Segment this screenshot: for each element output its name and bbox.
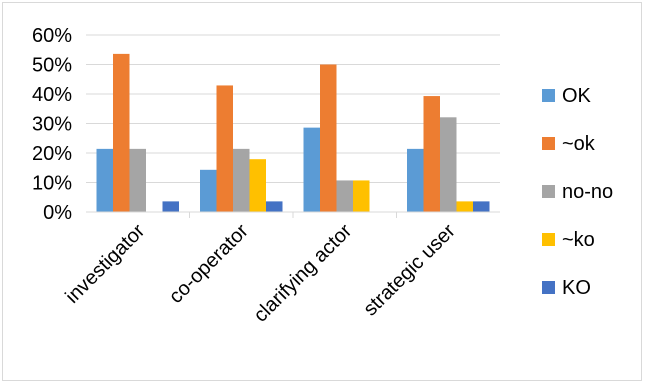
bar-ko-2 xyxy=(353,180,370,212)
bar-OK-0 xyxy=(96,148,113,212)
bar-ok-2 xyxy=(320,64,337,212)
x-category-label: strategic user xyxy=(359,220,460,321)
y-tick-label: 40% xyxy=(32,84,72,106)
y-tick-label: 20% xyxy=(32,143,72,165)
y-axis: 0% 10% 20% 30% 40% 50% 60% xyxy=(32,25,72,224)
legend-swatch xyxy=(542,89,555,102)
y-tick-label: 30% xyxy=(32,114,72,136)
bar-KO-1 xyxy=(266,201,283,212)
legend-swatch xyxy=(542,137,555,150)
y-tick-label: 10% xyxy=(32,173,72,195)
bar-ok-3 xyxy=(423,96,440,212)
x-category-label: investigator xyxy=(61,220,149,308)
bar-ko-1 xyxy=(249,159,266,212)
legend-label: no-no xyxy=(562,181,613,203)
legend-swatch xyxy=(542,281,555,294)
bar-KO-3 xyxy=(473,201,490,212)
y-tick-label: 0% xyxy=(43,202,72,224)
y-tick-label: 60% xyxy=(32,25,72,47)
legend-label: KO xyxy=(562,277,591,299)
bar-ok-0 xyxy=(113,53,130,212)
bar-KO-0 xyxy=(162,201,179,212)
legend-label: ~ok xyxy=(562,133,596,155)
bar-nono-3 xyxy=(440,117,457,212)
bar-nono-0 xyxy=(129,148,146,212)
legend: OK ~ok no-no ~ko KO xyxy=(542,85,613,299)
x-category-label: co-operator xyxy=(165,220,253,308)
bar-nono-2 xyxy=(336,180,353,212)
legend-label: OK xyxy=(562,85,592,107)
x-category-label: clarifying actor xyxy=(250,220,357,327)
bars xyxy=(96,53,490,212)
y-tick-label: 50% xyxy=(32,55,72,77)
legend-swatch xyxy=(542,233,555,246)
bar-OK-2 xyxy=(303,127,320,212)
bar-OK-3 xyxy=(407,148,424,212)
bar-ko-3 xyxy=(456,201,473,212)
bar-nono-1 xyxy=(233,148,250,212)
legend-swatch xyxy=(542,185,555,198)
bar-OK-1 xyxy=(200,169,217,212)
bar-ok-1 xyxy=(216,85,233,212)
legend-label: ~ko xyxy=(562,229,595,251)
